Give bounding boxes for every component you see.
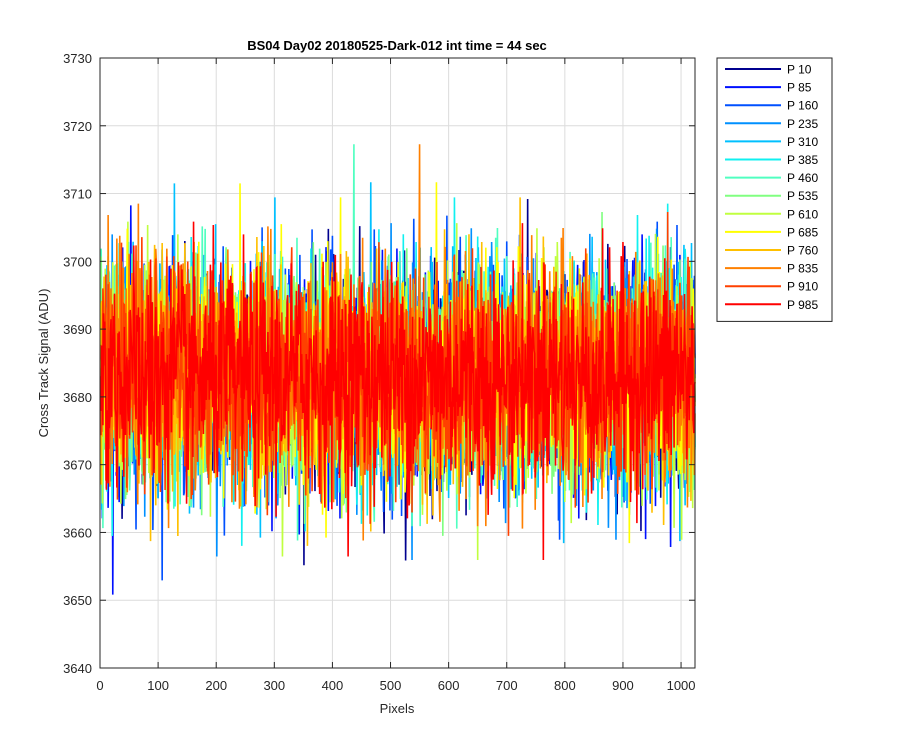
y-tick-label: 3680 bbox=[63, 390, 92, 405]
x-tick-label: 800 bbox=[554, 678, 576, 693]
series-line-p985 bbox=[99, 221, 696, 560]
axes bbox=[99, 57, 696, 669]
legend-label: P 985 bbox=[787, 298, 818, 312]
legend-label: P 910 bbox=[787, 280, 818, 294]
y-tick-label: 3730 bbox=[63, 51, 92, 66]
legend-box bbox=[716, 57, 833, 322]
legend-label: P 10 bbox=[787, 63, 812, 77]
legend-label: P 535 bbox=[787, 189, 818, 203]
x-axis-label: Pixels bbox=[380, 701, 415, 716]
legend-label: P 385 bbox=[787, 153, 818, 167]
legend-label: P 160 bbox=[787, 99, 818, 113]
y-tick-label: 3670 bbox=[63, 458, 92, 473]
legend-label: P 685 bbox=[787, 225, 818, 239]
x-tick-label: 0 bbox=[96, 678, 103, 693]
legend-label: P 610 bbox=[787, 207, 818, 221]
y-tick-label: 3690 bbox=[63, 322, 92, 337]
y-tick-label: 3710 bbox=[63, 187, 92, 202]
legend-label: P 85 bbox=[787, 81, 812, 95]
axes-box bbox=[99, 57, 696, 669]
x-tick-label: 600 bbox=[438, 678, 460, 693]
y-tick-label: 3660 bbox=[63, 525, 92, 540]
legend-label: P 310 bbox=[787, 135, 818, 149]
legend-label: P 235 bbox=[787, 117, 818, 131]
chart-title: BS04 Day02 20180525-Dark-012 int time = … bbox=[247, 38, 547, 53]
legend-label: P 835 bbox=[787, 262, 818, 276]
y-tick-label: 3640 bbox=[63, 661, 92, 676]
x-tick-label: 200 bbox=[205, 678, 227, 693]
legend-label: P 460 bbox=[787, 171, 818, 185]
x-tick-label: 400 bbox=[322, 678, 344, 693]
x-tick-label: 700 bbox=[496, 678, 518, 693]
legend: P 10 P 85 P 160 P 235 P 310 P 385 P 460 P 535 P … bbox=[716, 57, 833, 322]
x-tick-label: 300 bbox=[263, 678, 285, 693]
series-lines bbox=[99, 144, 696, 595]
y-tick-label: 3650 bbox=[63, 593, 92, 608]
y-axis-label: Cross Track Signal (ADU) bbox=[36, 289, 51, 438]
legend-label: P 760 bbox=[787, 244, 818, 258]
tick-labels: 0 100 200 300 400 500 600 700 800 900 1000 3640 3650… bbox=[63, 51, 695, 693]
x-tick-label: 900 bbox=[612, 678, 634, 693]
y-tick-label: 3720 bbox=[63, 119, 92, 134]
y-tick-label: 3700 bbox=[63, 254, 92, 269]
x-tick-label: 500 bbox=[380, 678, 402, 693]
x-tick-label: 100 bbox=[147, 678, 169, 693]
x-tick-label: 1000 bbox=[667, 678, 696, 693]
